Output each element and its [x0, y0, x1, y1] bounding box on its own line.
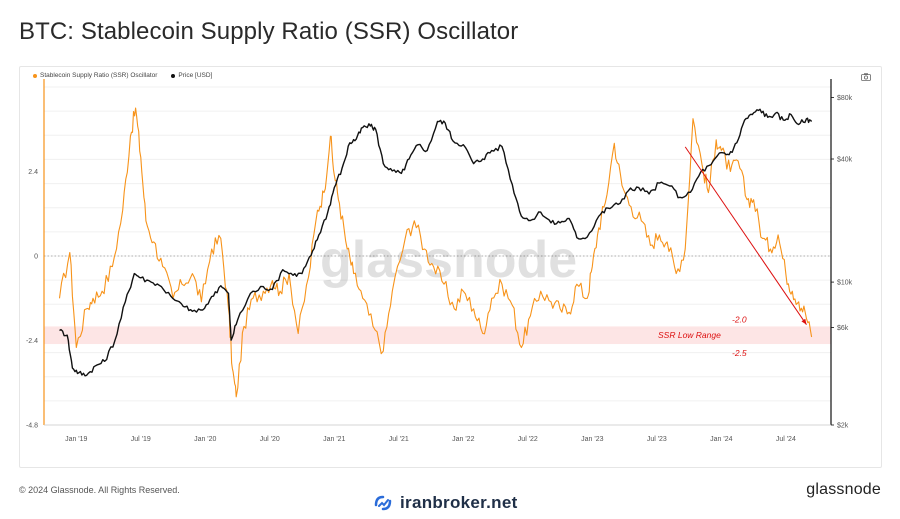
annotations: -2.0 SSR Low Range -2.5	[658, 146, 807, 358]
x-tick-label: Jan '22	[452, 436, 474, 443]
grid-lines	[44, 86, 831, 426]
page-title: BTC: Stablecoin Supply Ratio (SSR) Oscil…	[19, 18, 519, 45]
x-tick-label: Jan '23	[581, 436, 603, 443]
y-left-tick-label: -2.4	[26, 338, 38, 345]
trend-arrow-line	[684, 146, 807, 325]
copyright-text: © 2024 Glassnode. All Rights Reserved.	[19, 485, 180, 495]
axes: 2.4 0 -2.4 -4.8 $80k $40k $10k $6k $2k Jan '19 Jul…	[26, 79, 853, 443]
camera-icon[interactable]	[861, 73, 871, 81]
x-tick-label: Jul '24	[776, 436, 796, 443]
x-tick-label: Jul '20	[260, 436, 280, 443]
chart-panel: Stablecoin Supply Ratio (SSR) Oscillator…	[19, 66, 882, 468]
legend-item-ssr[interactable]: Stablecoin Supply Ratio (SSR) Oscillator	[33, 72, 157, 79]
x-tick-label: Jul '19	[131, 436, 151, 443]
y-left-tick-label: -4.8	[26, 423, 38, 430]
legend-item-price[interactable]: Price [USD]	[171, 72, 212, 79]
x-tick-label: Jan '20	[194, 436, 216, 443]
legend-label-ssr: Stablecoin Supply Ratio (SSR) Oscillator	[40, 72, 158, 79]
watermark-text: iranbroker.net	[400, 493, 518, 512]
band-lower-label: -2.5	[732, 348, 747, 358]
center-watermark: glassnode	[320, 231, 577, 289]
y-left-tick-label: 2.4	[28, 169, 38, 176]
x-tick-label: Jan '24	[710, 436, 732, 443]
y-right-tick-label: $10k	[837, 280, 853, 287]
y-left-tick-label: 0	[34, 254, 38, 261]
x-tick-label: Jul '22	[518, 436, 538, 443]
price-line	[59, 108, 813, 377]
series-lines	[58, 107, 813, 398]
band-upper-label: -2.0	[732, 314, 747, 324]
iranbroker-watermark: iranbroker.net	[372, 492, 518, 514]
brand-logo: glassnode	[806, 481, 881, 498]
ssr-oscillator-line	[58, 107, 813, 398]
ssr-low-range-band	[44, 326, 831, 345]
iranbroker-logo-icon	[374, 495, 392, 511]
x-tick-label: Jan '21	[323, 436, 345, 443]
legend-label-price: Price [USD]	[178, 72, 213, 79]
chart-legend: Stablecoin Supply Ratio (SSR) Oscillator…	[33, 72, 212, 79]
band-name-label: SSR Low Range	[658, 330, 721, 340]
y-right-tick-label: $2k	[837, 423, 849, 430]
x-tick-label: Jul '23	[647, 436, 667, 443]
low-range-band	[44, 326, 831, 345]
x-tick-label: Jan '19	[65, 436, 87, 443]
x-tick-label: Jul '21	[389, 436, 409, 443]
y-right-tick-label: $80k	[837, 95, 853, 102]
legend-swatch-price	[171, 73, 176, 78]
legend-swatch-ssr	[33, 73, 37, 78]
chart-svg: glassnode 2.4 0 -2.4 -4.8 $80k $40k $10k $6k $2k…	[26, 79, 853, 443]
y-right-tick-label: $40k	[837, 157, 853, 164]
trend-arrow-head	[801, 318, 807, 325]
y-right-tick-label: $6k	[837, 325, 849, 332]
